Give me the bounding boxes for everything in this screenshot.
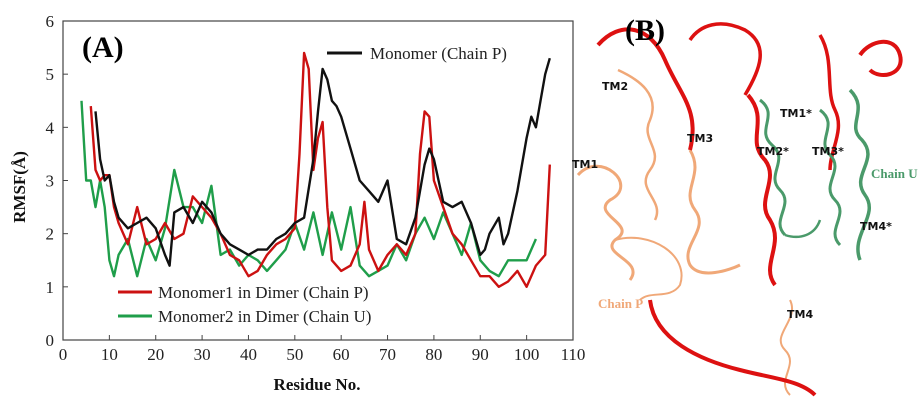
chain-p-red-bottom <box>648 299 817 397</box>
x-tick-label: 60 <box>333 345 350 364</box>
x-axis-ticks: 0 10 20 30 40 50 60 70 80 90 100 110 <box>59 335 586 364</box>
chain-p-helix-tm3 <box>686 149 741 275</box>
y-tick-label: 0 <box>46 331 55 350</box>
x-tick-label: 40 <box>240 345 257 364</box>
y-tick-label: 5 <box>46 65 55 84</box>
helix-label-tm2-star: TM2* <box>757 145 789 158</box>
helix-label-tm4-star: TM4* <box>860 220 892 233</box>
chain-p-red-loop <box>858 39 903 77</box>
y-tick-label: 6 <box>46 12 55 31</box>
y-axis-label: RMSF(Å) <box>10 151 29 223</box>
chain-p-red-top <box>596 27 695 151</box>
y-tick-label: 3 <box>46 172 55 191</box>
chain-p-red-middle <box>746 93 777 287</box>
x-tick-label: 20 <box>147 345 164 364</box>
x-tick-label: 80 <box>425 345 442 364</box>
y-tick-label: 2 <box>46 225 55 244</box>
chain-u-helix-tm1-star <box>759 98 787 237</box>
legend-label-monomer2: Monomer2 in Dimer (Chain U) <box>158 307 371 326</box>
chain-p-red-upper <box>688 22 762 96</box>
x-axis-label: Residue No. <box>274 375 361 394</box>
panel-label-b: (B) <box>625 14 665 47</box>
structure-illustration: (B) TM1 TM2 TM3 TM4 TM1* TM2* TM3* TM4* … <box>572 14 918 397</box>
legend-monomer2-dimer: Monomer2 in Dimer (Chain U) <box>118 307 371 326</box>
legend-monomer1-dimer: Monomer1 in Dimer (Chain P) <box>118 283 369 302</box>
chain-u-loop <box>784 219 822 239</box>
helix-label-tm3: TM3 <box>687 132 713 145</box>
rmsf-chart: 0 10 20 30 40 50 60 70 80 90 100 110 0 1 2 3 4 5 6 (A) Re… <box>10 12 585 394</box>
helix-label-tm3-star: TM3* <box>812 145 844 158</box>
x-tick-label: 110 <box>561 345 586 364</box>
helix-label-tm4: TM4 <box>787 308 813 321</box>
helix-label-tm2: TM2 <box>602 80 628 93</box>
chain-p-helix-tm1 <box>576 164 635 281</box>
chain-p-red-right <box>818 34 841 171</box>
chain-u-helix-tm3-star <box>819 108 842 247</box>
x-tick-label: 100 <box>514 345 540 364</box>
y-tick-label: 4 <box>46 118 55 137</box>
legend-label-monomer1: Monomer1 in Dimer (Chain P) <box>158 283 369 302</box>
series-lines <box>80 51 551 288</box>
helix-label-tm1: TM1 <box>572 158 598 171</box>
chain-label-p: Chain P <box>598 296 643 311</box>
chain-u-helix-tm4-star <box>848 88 872 261</box>
series-line-monomer-chain-p <box>94 57 551 267</box>
chain-p-loop-lower <box>614 236 683 301</box>
y-tick-label: 1 <box>46 278 55 297</box>
series-line-monomer1-dimer-chain-p <box>89 51 551 288</box>
chain-p-helix-tm2 <box>617 68 659 221</box>
x-tick-label: 30 <box>194 345 211 364</box>
x-tick-label: 0 <box>59 345 68 364</box>
x-tick-label: 10 <box>101 345 118 364</box>
helix-label-tm1-star: TM1* <box>780 107 812 120</box>
legend-monomer: Monomer (Chain P) <box>327 44 507 63</box>
chain-label-u: Chain U <box>871 166 918 181</box>
x-tick-label: 50 <box>286 345 303 364</box>
x-tick-label: 90 <box>472 345 489 364</box>
x-tick-label: 70 <box>379 345 396 364</box>
legend-label-monomer: Monomer (Chain P) <box>370 44 507 63</box>
panel-label-a: (A) <box>82 31 124 64</box>
y-axis-ticks: 0 1 2 3 4 5 6 <box>46 12 68 350</box>
